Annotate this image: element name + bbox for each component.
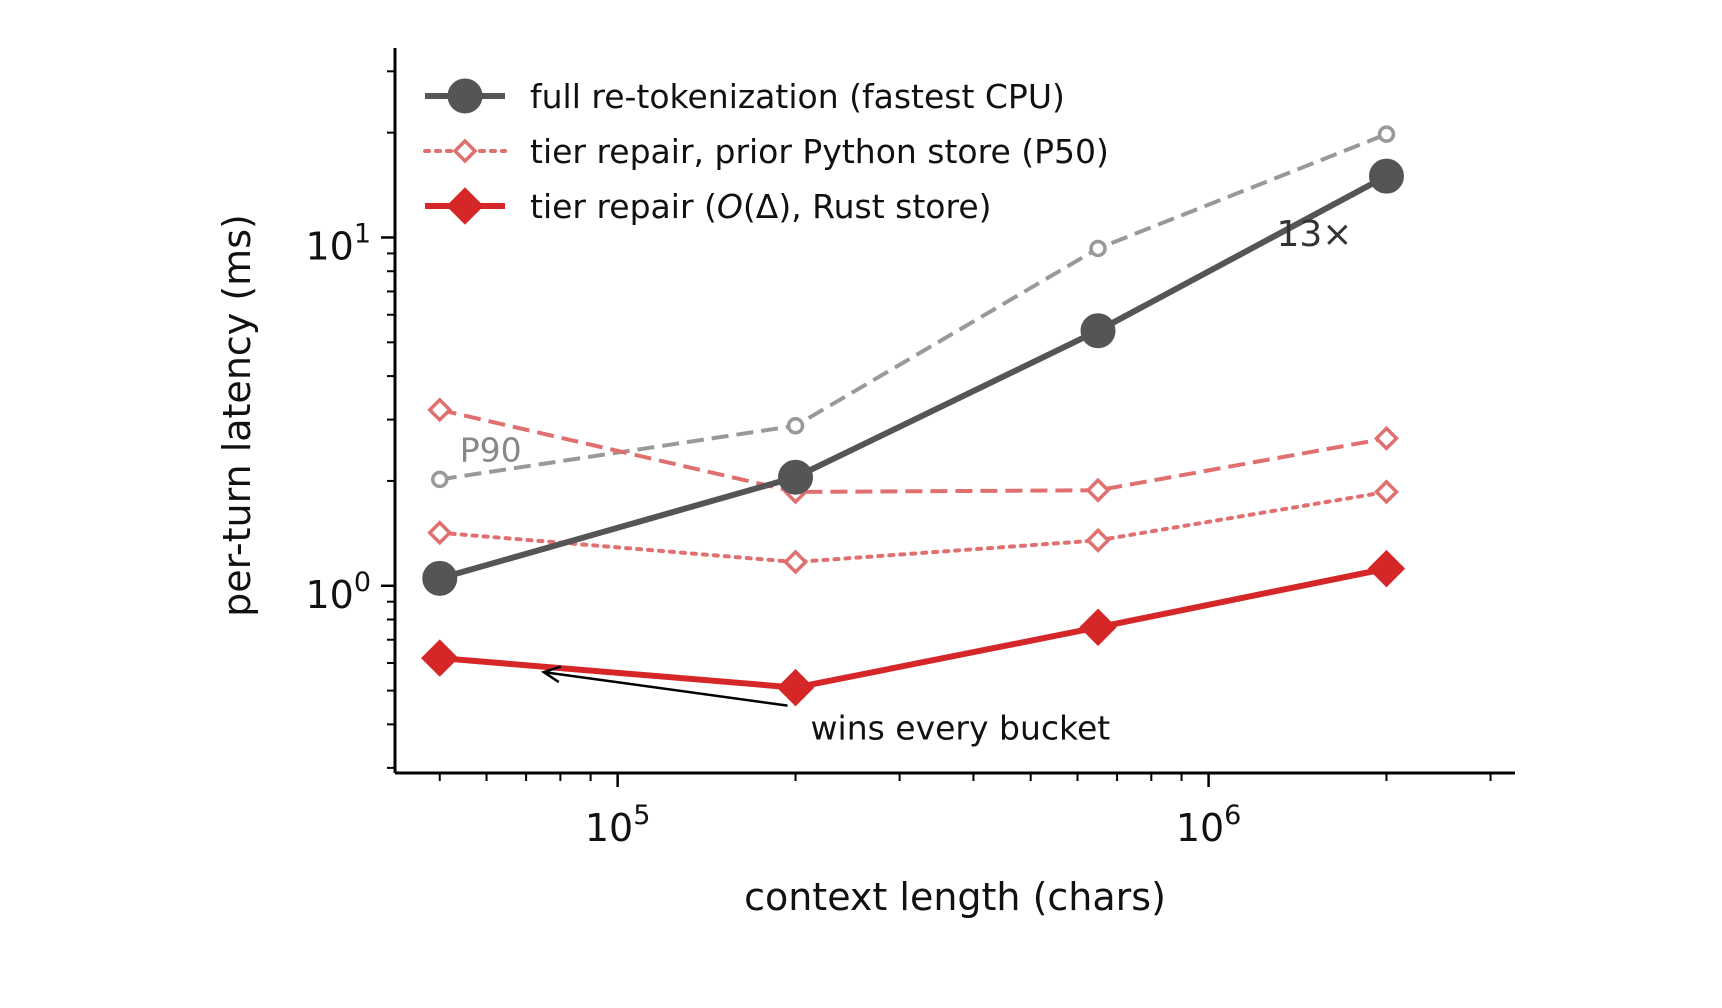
data-point [430, 470, 449, 489]
axes: 105 106 100 101 context length (chars) per… [215, 48, 1515, 919]
data-point [1367, 549, 1406, 588]
x-ticks: 105 106 [438, 773, 1492, 850]
series-line [438, 173, 1388, 582]
data-point [1085, 477, 1111, 503]
data-point [1080, 313, 1116, 349]
annotations: P90 13× wins every bucket [460, 214, 1353, 747]
data-point [421, 639, 459, 677]
legend-item: tier repair, prior Python store (P50) [423, 132, 1109, 171]
data-point [1089, 239, 1107, 258]
series-layer [421, 125, 1406, 707]
legend-label: tier repair, prior Python store (P50) [530, 132, 1109, 171]
series-line [439, 407, 1387, 494]
data-point [1368, 158, 1404, 194]
data-point [778, 459, 814, 495]
legend-swatch-marker [452, 138, 478, 164]
data-point [776, 668, 815, 707]
legend-label: tier repair (O(Δ), Rust store) [530, 187, 992, 226]
legend-swatch-marker [446, 187, 484, 225]
data-point [427, 520, 453, 546]
series-0 [422, 158, 1404, 596]
data-point [427, 397, 453, 423]
legend-label: full re-tokenization (fastest CPU) [530, 77, 1065, 116]
legend-item: tier repair (O(Δ), Rust store) [425, 187, 992, 226]
series-2 [421, 549, 1406, 707]
series-line [439, 132, 1388, 482]
speedup-annotation: 13× [1276, 214, 1352, 255]
series-line [437, 489, 1389, 565]
legend-item: full re-tokenization (fastest CPU) [425, 77, 1065, 116]
annotation-arrow-head [540, 665, 562, 684]
y-tick-label: 101 [305, 218, 371, 268]
data-point [1374, 479, 1399, 505]
series-3 [430, 125, 1396, 489]
data-point [1085, 527, 1111, 553]
y-ticks: 100 101 [305, 70, 395, 769]
y-tick-label: 100 [305, 567, 371, 617]
data-point [786, 417, 805, 435]
data-point [783, 549, 809, 575]
legend: full re-tokenization (fastest CPU) tier r… [423, 77, 1109, 226]
x-tick-label: 105 [585, 800, 651, 850]
data-point [1377, 125, 1396, 143]
data-point [1079, 608, 1117, 646]
y-axis-label: per-turn latency (ms) [215, 214, 259, 617]
x-axis-label: context length (chars) [744, 875, 1166, 919]
p90-annotation: P90 [460, 430, 522, 469]
wins-annotation: wins every bucket [811, 709, 1111, 748]
series-1 [427, 479, 1399, 575]
annotation-arrow [543, 670, 788, 707]
data-point [422, 560, 458, 596]
series-4 [427, 397, 1399, 505]
x-tick-label: 106 [1176, 800, 1242, 850]
legend-swatch-marker [447, 78, 483, 114]
series-line [439, 565, 1388, 691]
data-point [1374, 425, 1399, 451]
